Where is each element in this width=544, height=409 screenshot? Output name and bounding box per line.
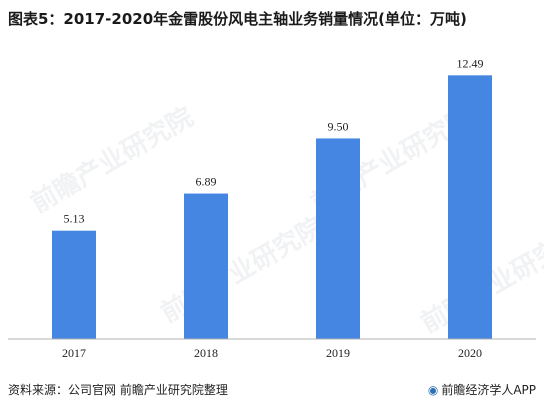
x-tick-label-2020: 2020 <box>458 346 482 360</box>
brand-text: 前瞻经济学人APP <box>441 383 536 397</box>
x-tick-label-2018: 2018 <box>194 346 218 360</box>
data-label-2019: 9.50 <box>328 119 349 133</box>
x-tick-label-2019: 2019 <box>326 346 350 360</box>
brand-label: ◉ 前瞻经济学人APP <box>428 381 536 398</box>
bar-2020 <box>448 75 492 340</box>
bar-2018 <box>184 193 228 339</box>
data-label-2017: 5.13 <box>64 212 85 226</box>
x-tick-label-2017: 2017 <box>62 346 86 360</box>
bar-2019 <box>316 138 360 339</box>
data-label-2018: 6.89 <box>196 175 217 189</box>
bar-2017 <box>52 230 96 339</box>
data-label-2020: 12.49 <box>457 56 484 70</box>
circle-logo-icon: ◉ <box>427 383 439 397</box>
source-note: 资料来源：公司官网 前瞻产业研究院整理 <box>8 383 228 397</box>
chart-title: 图表5：2017-2020年金雷股份风电主轴业务销量情况(单位：万吨) <box>8 10 467 28</box>
